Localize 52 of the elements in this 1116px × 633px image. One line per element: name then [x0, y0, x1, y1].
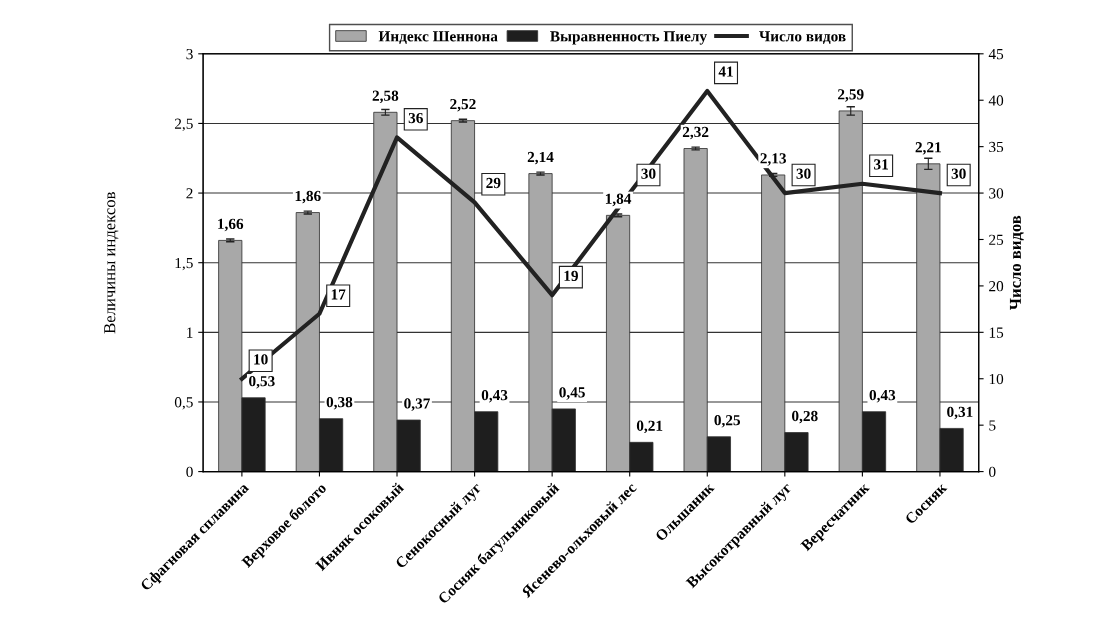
data-label: 1,84: [605, 193, 632, 207]
data-label: 30: [951, 168, 966, 179]
data-label: 0,37: [404, 398, 430, 411]
y2-tick-label: 15: [989, 327, 1004, 338]
data-label: 31: [874, 159, 888, 170]
y2-tick-label: 30: [989, 188, 1004, 199]
data-label: 2,32: [682, 126, 709, 140]
y2-tick-label: 20: [989, 281, 1004, 292]
data-label: 0,31: [947, 406, 973, 420]
data-label: 0,25: [714, 415, 741, 428]
data-label: 1,86: [295, 190, 321, 204]
y-tick-label: 0: [186, 466, 193, 478]
data-label: 0,45: [559, 387, 585, 400]
legend-label: Число видов: [759, 31, 846, 44]
y2-tick-label: 25: [989, 234, 1004, 245]
y2-tick-label: 45: [988, 49, 1004, 60]
data-label: 2,58: [372, 90, 399, 104]
y2-tick-label: 35: [989, 141, 1004, 153]
data-label: 2,13: [760, 153, 787, 166]
data-label: 0,53: [249, 376, 275, 389]
data-label: 36: [408, 112, 423, 124]
data-label: 30: [641, 168, 656, 179]
data-label: 41: [718, 66, 733, 77]
data-label: 0,38: [326, 396, 353, 410]
legend-label: Индекс Шеннона: [378, 31, 498, 44]
y-tick-label: 3: [186, 48, 193, 60]
data-label: 10: [254, 354, 268, 365]
data-label: 2,21: [915, 142, 941, 155]
y2-axis-title: Число видов: [1009, 215, 1024, 311]
data-label: 19: [564, 270, 578, 281]
legend-label: Выравненность Пиелу: [550, 31, 707, 45]
y2-tick-label: 10: [989, 373, 1004, 385]
data-label: 29: [486, 177, 501, 189]
y-axis-title: Величины индексов: [104, 192, 119, 334]
data-label: 0,28: [792, 410, 818, 424]
y2-tick-label: 0: [989, 466, 996, 478]
data-label: 0,43: [481, 389, 508, 403]
y2-tick-label: 40: [988, 95, 1004, 106]
data-label: 0,21: [636, 420, 663, 434]
y-tick-label: 2: [186, 188, 193, 199]
data-label: 17: [331, 289, 346, 300]
data-label: 0,43: [869, 389, 896, 403]
data-label: 2,59: [838, 89, 864, 102]
y-tick-label: 2,5: [174, 118, 193, 132]
data-label: 1,66: [218, 218, 244, 232]
y2-tick-label: 5: [989, 420, 996, 431]
data-label: 2,14: [527, 151, 554, 165]
y-tick-label: 1,5: [175, 257, 193, 271]
data-label: 30: [796, 168, 811, 179]
y-tick-label: 1: [187, 327, 193, 338]
data-label: 2,52: [450, 98, 476, 112]
y-tick-label: 0,5: [174, 397, 193, 410]
